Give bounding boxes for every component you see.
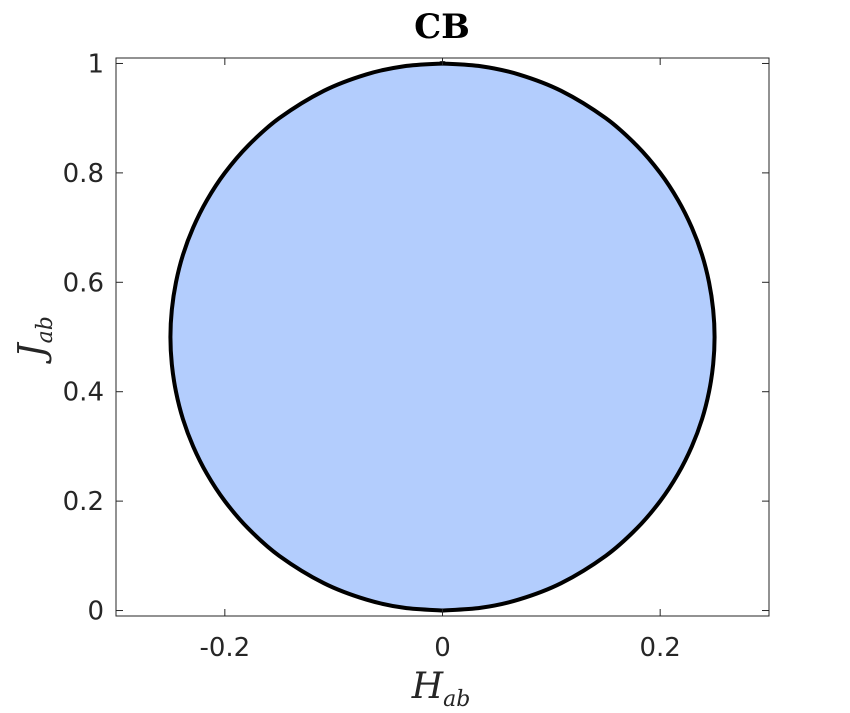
y-tick-label: 1 <box>87 49 104 79</box>
filled-region <box>170 63 715 611</box>
x-tick-label: -0.2 <box>199 633 250 663</box>
y-tick-label: 0.8 <box>63 159 104 189</box>
tick-labels: -0.2 0 0.2 0 0.2 0.4 0.6 0.8 1 <box>63 49 681 663</box>
x-axis-label: Hab <box>411 666 471 712</box>
x-axis-label-main: H <box>411 666 444 707</box>
chart-title: CB <box>414 7 470 47</box>
axis-ticks <box>116 58 769 616</box>
y-tick-label: 0 <box>87 597 104 627</box>
y-tick-label: 0.4 <box>63 378 104 408</box>
x-tick-label: 0.2 <box>639 633 680 663</box>
x-tick-label: 0 <box>434 633 451 663</box>
y-tick-label: 0.6 <box>63 268 104 298</box>
y-axis-label: Jab <box>12 316 58 365</box>
y-axis-label-main: J <box>12 341 53 365</box>
x-axis-label-sub: ab <box>443 687 470 712</box>
y-axis-label-sub: ab <box>33 316 58 343</box>
y-tick-label: 0.2 <box>63 487 104 517</box>
